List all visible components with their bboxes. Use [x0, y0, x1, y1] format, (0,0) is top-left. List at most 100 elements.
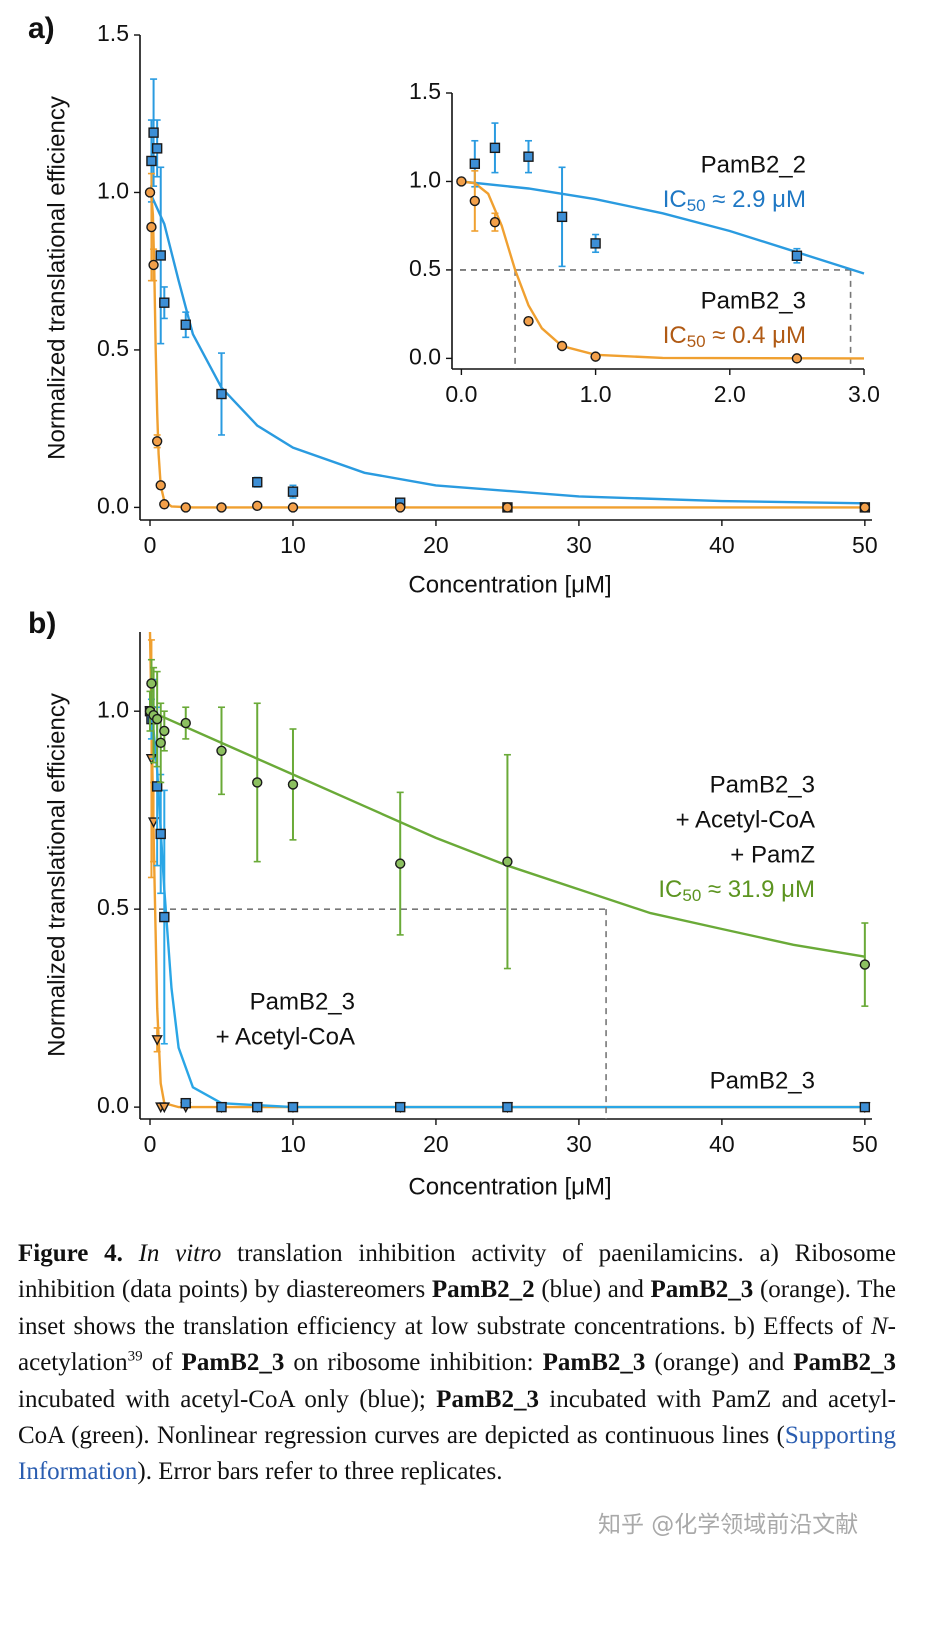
x-tick-label: 50 — [852, 1131, 878, 1157]
marker — [180, 319, 191, 330]
marker — [146, 221, 157, 233]
marker — [395, 1101, 406, 1113]
marker — [180, 1097, 191, 1109]
marker — [216, 388, 227, 400]
marker — [252, 1101, 263, 1113]
marker — [151, 1035, 163, 1046]
marker — [395, 502, 406, 513]
caption-text: ). Error bars refer to three replicates. — [137, 1458, 503, 1486]
caption-text: PamB2_3 — [542, 1349, 646, 1377]
marker — [151, 781, 163, 792]
x-tick-label: 30 — [566, 1131, 592, 1157]
x-tick-label: 0 — [144, 532, 157, 558]
x-tick-label: 40 — [709, 1131, 735, 1157]
caption: Figure 4. In vitro translation inhibitio… — [18, 1236, 896, 1491]
marker — [590, 351, 601, 362]
caption-text: incubated with PamZ and acetyl-CoA (gree… — [18, 1385, 896, 1450]
marker — [489, 142, 501, 154]
x-tick-label: 50 — [852, 532, 878, 558]
y-tick-label: 1.0 — [97, 178, 129, 204]
fit-curve — [461, 180, 865, 360]
marker — [252, 500, 263, 512]
marker — [502, 1101, 513, 1113]
marker — [469, 195, 481, 207]
y-axis-label: Normalized translational efficiency — [43, 693, 70, 1057]
series-label: PamB2_2 — [701, 151, 806, 178]
fit-curve — [148, 710, 865, 1109]
marker — [155, 250, 166, 261]
ic50-label: IC50 ≈ 0.4 μM — [663, 322, 806, 351]
marker — [151, 143, 163, 154]
x-tick-label: 20 — [423, 1131, 449, 1157]
series-label: + Acetyl-CoA — [676, 806, 815, 833]
ic50-label-text: IC — [658, 876, 682, 903]
marker — [148, 259, 159, 271]
marker — [216, 1101, 227, 1113]
x-axis-label: Concentration [μM] — [408, 571, 611, 598]
caption-link[interactable]: Supporting Information — [18, 1422, 896, 1486]
marker — [502, 856, 513, 867]
watermark: 知乎 @化学领域前沿文献 — [598, 1512, 859, 1538]
y-tick-label: 0.0 — [97, 1092, 129, 1118]
caption-text: PamB2_2 — [431, 1276, 535, 1304]
panel-label: a) — [28, 12, 55, 45]
marker — [556, 211, 568, 223]
marker — [147, 817, 160, 829]
marker — [151, 436, 163, 447]
ic50-label: IC50 ≈ 2.9 μM — [663, 186, 806, 215]
y-tick-label: 0.0 — [97, 492, 129, 518]
x-tick-label: 40 — [709, 532, 735, 558]
marker — [155, 828, 166, 840]
marker — [159, 911, 170, 923]
marker — [489, 216, 501, 228]
caption-text: incubated with acetyl-CoA only (blue); — [18, 1385, 437, 1413]
marker — [180, 717, 191, 729]
marker — [159, 297, 170, 308]
y-tick-label: 0.5 — [409, 255, 441, 281]
x-tick-label: 0 — [144, 1131, 157, 1157]
x-tick-label: 10 — [280, 532, 306, 558]
caption-text: PamB2_3 — [650, 1276, 754, 1304]
ic50-label-rest: ≈ 2.9 μM — [706, 186, 806, 213]
y-tick-label: 1.5 — [97, 20, 129, 46]
fit-curve — [148, 192, 865, 505]
series-label: PamB2_3 — [701, 287, 806, 314]
marker — [791, 250, 803, 261]
series-label: + PamZ — [730, 841, 815, 868]
marker — [158, 1102, 170, 1114]
caption-text: (orange). The inset shows the translatio… — [18, 1276, 896, 1340]
x-tick-label: 10 — [280, 1131, 306, 1157]
caption-text: translation inhibition activity of paeni… — [18, 1240, 896, 1304]
ic50-label-sub: 50 — [687, 332, 706, 351]
marker — [456, 176, 467, 187]
ic50-label-text: IC — [663, 322, 687, 349]
x-tick-label: 0.0 — [445, 381, 477, 407]
marker — [216, 502, 227, 513]
caption-text: PamB2_3 — [181, 1349, 285, 1377]
marker — [252, 477, 263, 488]
x-tick-label: 30 — [566, 532, 592, 558]
x-tick-label: 1.0 — [580, 381, 612, 407]
y-axis-label: Normalized translational efficiency — [43, 96, 70, 460]
marker — [469, 158, 481, 169]
marker — [148, 127, 159, 138]
caption-text: (orange) and — [645, 1349, 794, 1377]
caption-text: N — [870, 1312, 888, 1340]
caption-text: -acetylation — [18, 1312, 896, 1377]
x-axis-label: Concentration [μM] — [408, 1173, 611, 1200]
ic50-label-sub: 50 — [682, 886, 701, 905]
y-tick-label: 0.5 — [97, 335, 129, 361]
caption-text: Figure 4. — [18, 1240, 139, 1267]
marker — [287, 779, 299, 790]
y-tick-label: 0.5 — [97, 894, 129, 920]
marker — [180, 502, 191, 513]
figure: 0.0 0.5 1.0 1.5 0 10 20 30 40 50 a) Normalized tran… — [28, 12, 880, 1200]
caption-text: of — [142, 1349, 182, 1377]
marker — [502, 502, 513, 513]
marker — [287, 486, 299, 497]
marker — [159, 499, 170, 510]
marker — [155, 480, 166, 491]
series-label: PamB2_3 — [710, 771, 815, 798]
marker — [859, 502, 871, 513]
marker — [859, 959, 871, 970]
